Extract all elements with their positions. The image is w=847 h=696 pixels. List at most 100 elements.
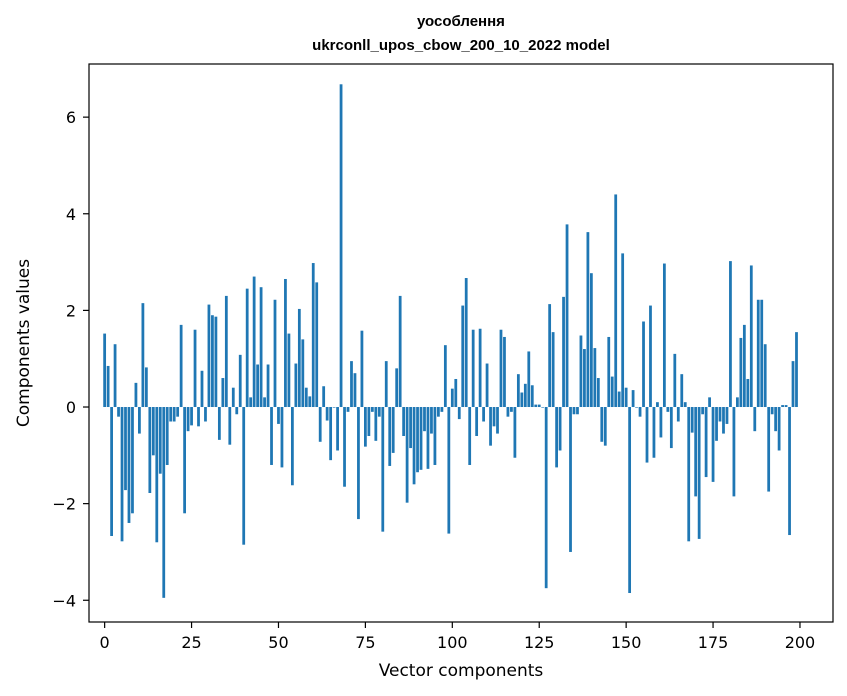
bar-148 <box>617 391 621 408</box>
bar-164 <box>673 353 677 408</box>
bar-41 <box>245 288 249 408</box>
bar-151 <box>628 407 632 594</box>
bar-167 <box>683 402 687 408</box>
bar-166 <box>680 374 684 408</box>
bar-18 <box>165 407 169 465</box>
bar-13 <box>148 407 152 493</box>
bar-10 <box>138 407 141 434</box>
y-tick-label-4: 4 <box>66 205 76 224</box>
bar-0 <box>103 333 107 408</box>
bar-117 <box>510 407 513 412</box>
bar-126 <box>541 407 545 408</box>
x-tick-label-100: 100 <box>437 633 468 652</box>
bar-44 <box>256 364 260 408</box>
bar-182 <box>736 397 739 408</box>
bar-16 <box>158 407 162 474</box>
bar-197 <box>788 407 791 536</box>
bar-80 <box>381 407 385 532</box>
bar-42 <box>249 397 253 408</box>
bar-60 <box>311 263 315 408</box>
bar-121 <box>523 383 527 408</box>
bar-138 <box>583 349 586 408</box>
bar-119 <box>516 374 520 408</box>
bar-34 <box>221 378 225 408</box>
bar-196 <box>784 405 788 408</box>
bar-50 <box>277 407 280 424</box>
bar-133 <box>565 224 569 408</box>
bar-22 <box>179 324 183 408</box>
bar-97 <box>440 407 444 412</box>
bar-39 <box>238 354 242 408</box>
x-tick-label-175: 175 <box>698 633 729 652</box>
bar-56 <box>297 308 301 408</box>
chart-subtitle: ukrconll_upos_cbow_200_10_2022 model <box>312 37 610 54</box>
bar-72 <box>353 373 357 408</box>
bar-95 <box>433 407 437 465</box>
bar-89 <box>412 407 416 485</box>
bar-52 <box>284 278 287 408</box>
bar-51 <box>280 407 284 468</box>
bar-157 <box>649 305 652 408</box>
bar-170 <box>694 407 698 497</box>
bar-125 <box>537 404 541 408</box>
bar-91 <box>419 407 423 470</box>
bar-118 <box>513 407 517 458</box>
bar-154 <box>638 407 642 417</box>
bar-15 <box>155 407 159 543</box>
x-tick-label-200: 200 <box>785 633 816 652</box>
bar-143 <box>600 407 604 442</box>
bar-159 <box>656 402 659 408</box>
y-axis-label: Components values <box>14 259 34 427</box>
bar-45 <box>259 287 263 408</box>
bar-53 <box>287 333 291 408</box>
bar-4 <box>117 407 120 417</box>
bar-174 <box>708 397 711 408</box>
bar-160 <box>659 407 663 438</box>
bar-168 <box>687 407 691 542</box>
bar-165 <box>676 407 680 422</box>
bar-102 <box>457 407 461 420</box>
bar-64 <box>325 407 329 421</box>
bar-152 <box>631 390 635 408</box>
bar-111 <box>489 407 492 446</box>
bar-183 <box>739 337 743 408</box>
bar-6 <box>124 407 127 491</box>
bar-147 <box>614 194 618 408</box>
bar-153 <box>635 407 638 408</box>
bar-163 <box>669 407 673 449</box>
y-tick-label-0: 0 <box>66 398 76 417</box>
bar-12 <box>144 367 148 408</box>
bar-195 <box>781 405 784 408</box>
bar-192 <box>770 407 774 415</box>
bar-77 <box>370 407 374 412</box>
bar-30 <box>207 304 211 408</box>
bar-115 <box>503 336 506 408</box>
bar-86 <box>402 407 406 436</box>
x-axis: 0 25 50 75 100 125 150 175 200 <box>100 622 816 652</box>
bar-21 <box>176 407 180 417</box>
bar-100 <box>450 388 454 408</box>
bar-186 <box>749 265 753 408</box>
x-tick-label-150: 150 <box>611 633 642 652</box>
bar-76 <box>367 407 371 436</box>
bar-20 <box>172 407 176 422</box>
bar-28 <box>200 370 204 408</box>
bar-71 <box>350 361 353 408</box>
bar-193 <box>774 407 778 432</box>
y-tick-label--4: −4 <box>52 591 76 610</box>
bar-81 <box>384 361 388 408</box>
bar-137 <box>579 335 583 408</box>
bar-43 <box>252 276 256 408</box>
bar-114 <box>499 329 503 408</box>
bar-135 <box>572 407 576 415</box>
bar-3 <box>113 344 117 408</box>
bar-116 <box>506 407 510 417</box>
bar-185 <box>746 378 750 408</box>
bar-1 <box>106 365 110 408</box>
bar-14 <box>151 407 155 456</box>
bar-176 <box>715 407 718 441</box>
y-tick-label--2: −2 <box>52 495 76 514</box>
bar-70 <box>346 407 350 412</box>
bar-67 <box>336 407 339 451</box>
bar-140 <box>589 273 593 408</box>
